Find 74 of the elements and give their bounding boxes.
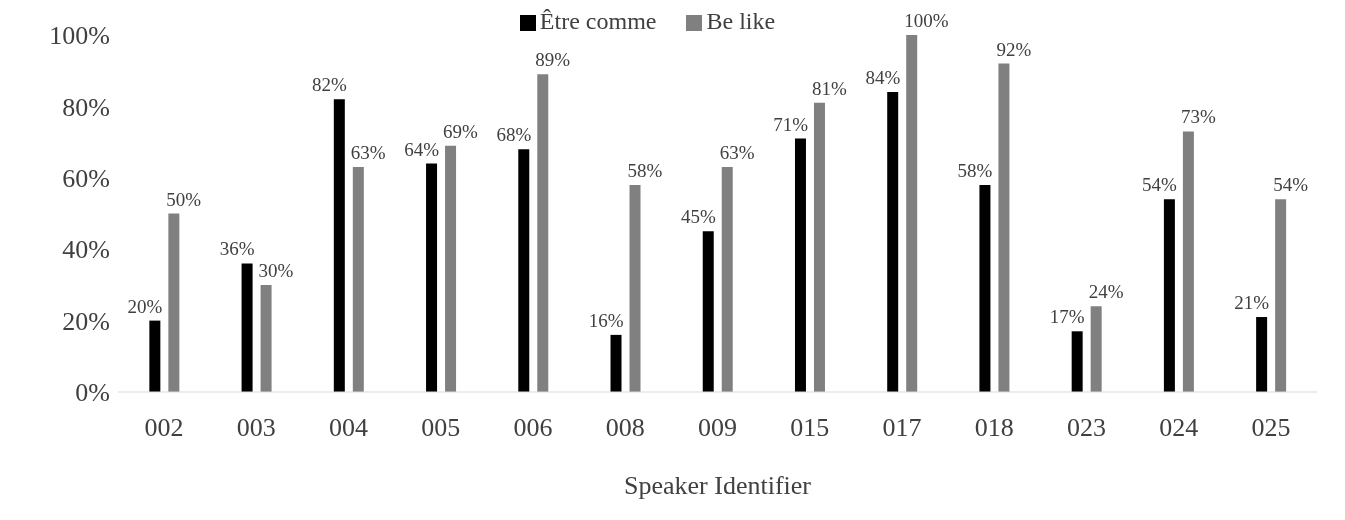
data-label: 71% — [773, 113, 809, 135]
data-label: 50% — [166, 188, 202, 210]
bar — [149, 320, 161, 392]
data-label: 68% — [496, 124, 532, 146]
data-label: 24% — [1088, 281, 1124, 303]
bar — [333, 99, 345, 392]
bar — [629, 184, 641, 392]
bar — [1090, 306, 1102, 392]
data-label: 54% — [1273, 174, 1309, 196]
data-label: 64% — [404, 138, 440, 160]
y-tick-label: 20% — [62, 306, 110, 336]
bar — [998, 63, 1010, 392]
x-tick-label: 015 — [790, 413, 830, 443]
data-label: 81% — [811, 77, 847, 99]
data-label: 16% — [588, 309, 624, 331]
bar — [537, 74, 549, 392]
bar — [352, 167, 364, 392]
x-tick-label: 002 — [144, 413, 184, 443]
bar — [1071, 331, 1083, 392]
data-label: 63% — [350, 142, 386, 164]
data-label: 63% — [719, 142, 755, 164]
bar — [794, 138, 806, 392]
legend-label: Être comme — [539, 8, 657, 34]
x-tick-label: 008 — [605, 413, 645, 443]
data-label: 20% — [127, 295, 163, 317]
data-label: 58% — [627, 159, 663, 181]
legend-label: Be like — [706, 8, 776, 34]
data-label: 17% — [1049, 306, 1085, 328]
y-tick-label: 80% — [62, 92, 110, 122]
bar — [518, 149, 530, 392]
x-tick-label: 005 — [421, 413, 461, 443]
bar — [241, 263, 253, 392]
x-tick-label: 017 — [882, 413, 922, 443]
x-tick-label: 009 — [698, 413, 737, 443]
bar — [260, 284, 272, 392]
data-label: 84% — [865, 67, 901, 89]
data-label: 45% — [680, 206, 716, 228]
bar — [1182, 131, 1194, 392]
bar — [610, 334, 622, 392]
data-label: 92% — [996, 38, 1032, 60]
bar — [445, 145, 457, 392]
bar — [906, 35, 918, 392]
y-tick-label: 0% — [75, 378, 110, 408]
x-tick-label: 006 — [513, 413, 553, 443]
data-label: 82% — [311, 74, 347, 96]
bar — [1163, 199, 1175, 392]
data-label: 73% — [1180, 106, 1216, 128]
x-tick-label: 004 — [329, 413, 369, 443]
bar — [887, 92, 899, 392]
bar — [1256, 317, 1268, 392]
bar — [168, 213, 180, 392]
x-tick-label: 003 — [236, 413, 276, 443]
data-label: 89% — [535, 49, 571, 71]
y-tick-label: 60% — [62, 164, 110, 194]
data-label: 100% — [904, 10, 949, 31]
y-tick-label: 40% — [62, 235, 110, 265]
x-axis-title: Speaker Identifier — [624, 471, 812, 500]
x-tick-label: 025 — [1251, 413, 1291, 443]
y-tick-label: 100% — [49, 21, 110, 51]
bar — [426, 163, 438, 392]
bar — [813, 102, 825, 392]
data-label: 36% — [219, 238, 255, 260]
data-label: 69% — [443, 120, 479, 142]
data-label: 30% — [258, 259, 294, 281]
bar — [721, 167, 733, 392]
data-label: 54% — [1142, 174, 1178, 196]
x-tick-label: 024 — [1159, 413, 1199, 443]
x-tick-label: 018 — [974, 413, 1014, 443]
x-tick-label: 023 — [1066, 413, 1106, 443]
data-label: 58% — [957, 159, 993, 181]
bar — [1275, 199, 1287, 392]
data-label: 21% — [1234, 292, 1270, 314]
bar — [702, 231, 714, 392]
bar — [979, 184, 991, 392]
